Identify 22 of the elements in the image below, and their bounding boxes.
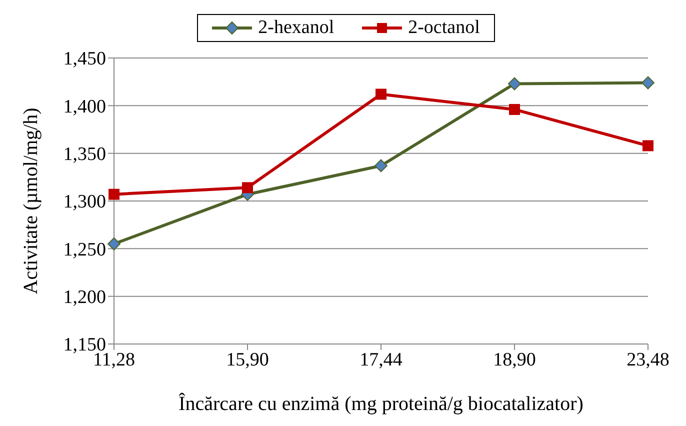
y-tick-label: 1,250 [63,239,106,260]
legend-label: 2-octanol [408,17,480,39]
x-axis-title: Încărcare cu enzimă (mg proteină/g biocatalizator) [178,392,584,415]
x-tick-label: 23,48 [626,349,670,370]
point [508,77,521,90]
y-tick-label: 1,300 [63,192,106,213]
legend-label: 2-hexanol [258,17,334,39]
point [509,104,520,115]
y-tick-label: 1,450 [63,48,106,70]
point [642,76,654,90]
point [108,237,120,250]
point [374,159,388,172]
x-tick-label: 15,90 [226,349,269,370]
point [642,140,654,152]
y-axis-title: Activitate (µmol/mg/h) [20,108,42,294]
x-tick-label: 17,44 [360,349,403,370]
point [376,88,386,100]
y-tick-label: 1,350 [63,144,106,166]
y-tick-label: 1,200 [63,287,106,308]
point [242,182,253,194]
x-tick-label: 18,90 [493,349,536,370]
y-tick-label: 1,400 [63,96,106,118]
